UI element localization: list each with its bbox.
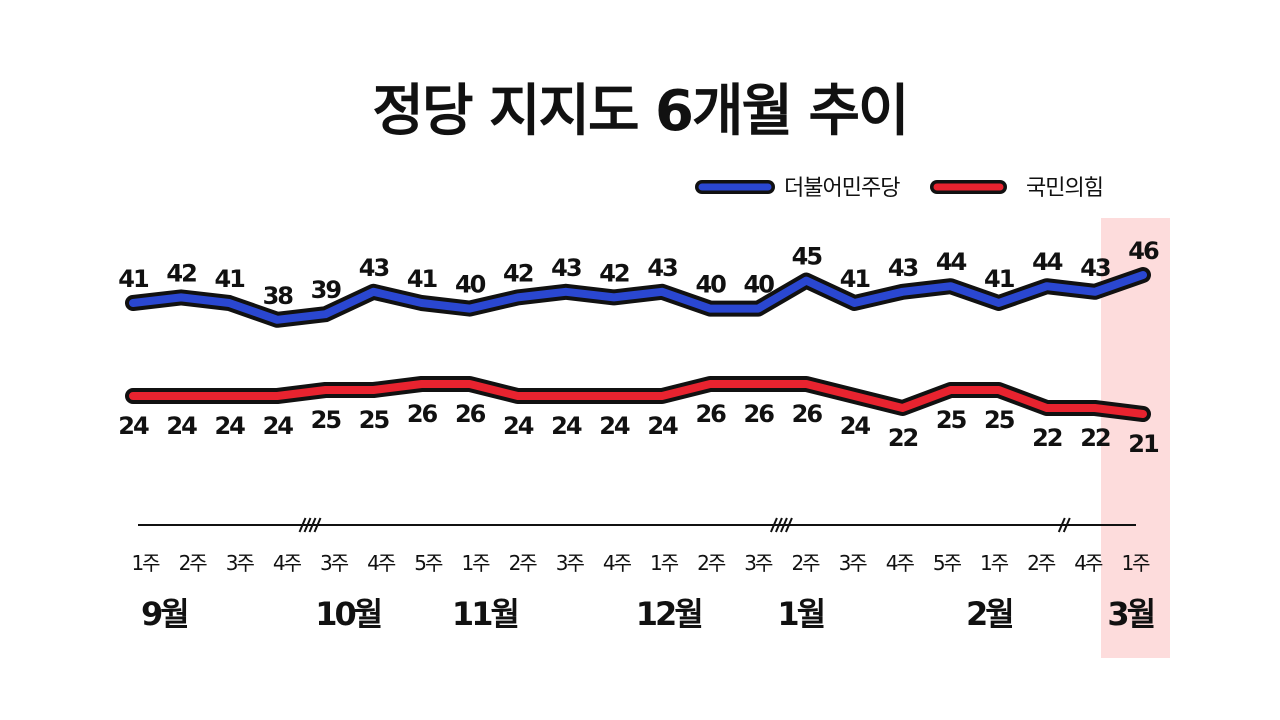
x-tick-label: 4주 [603,551,632,575]
x-tick-label: 4주 [886,551,915,575]
data-label: 26 [695,400,726,428]
x-tick-label: 3주 [320,551,349,575]
data-label: 43 [359,254,389,282]
data-label: 45 [792,243,823,271]
axis-break-mark [775,517,783,533]
data-label: 43 [647,254,677,282]
data-label: 26 [407,400,438,428]
axis-break-mark [313,517,322,533]
data-label: 41 [407,265,438,293]
axis-break-mark [1062,517,1071,533]
axis-break-mark [780,517,788,533]
axis-break-mark [303,517,312,533]
series-line-1 [129,380,1147,418]
x-tick-label: 1주 [461,551,490,575]
x-tick-label: 2주 [697,551,726,575]
axis-break-mark [298,517,307,533]
data-label: 44 [936,248,967,276]
legend-label: 더불어민주당 [784,176,900,201]
data-label: 44 [1032,248,1063,276]
data-label: 26 [792,400,823,428]
data-label: 46 [1128,237,1159,265]
series-line-0 [129,271,1147,324]
x-tick-label: 3주 [226,551,255,575]
x-tick-label: 2주 [791,551,820,575]
data-label: 22 [1080,424,1110,452]
x-tick-label: 1주 [650,551,679,575]
x-tick-label: 4주 [1074,551,1103,575]
data-label: 42 [166,259,196,287]
legend-label: 국민의힘 [1026,176,1103,201]
month-label: 9월 [141,595,187,633]
data-label: 38 [263,282,294,310]
x-tick-label: 4주 [273,551,302,575]
legend: 더불어민주당 국민의힘 [695,176,1104,201]
x-tick-label: 2주 [179,551,208,575]
data-label: 21 [1128,430,1159,458]
data-label: 22 [888,424,918,452]
x-tick-label: 1주 [131,551,160,575]
axis-break-mark [785,517,793,533]
data-label: 24 [599,412,630,440]
data-label: 24 [118,412,149,440]
x-tick-label: 2주 [1027,551,1056,575]
x-tick-label: 2주 [509,551,538,575]
axis-break-mark [770,517,778,533]
data-label: 25 [359,406,390,434]
x-tick-label: 1주 [980,551,1009,575]
data-label: 42 [599,259,629,287]
month-label: 12월 [636,595,702,633]
data-label: 24 [840,412,871,440]
data-label: 40 [455,271,486,299]
data-label: 41 [214,265,245,293]
data-label: 40 [744,271,775,299]
data-label: 39 [311,276,342,304]
data-label: 25 [311,406,342,434]
x-tick-label: 3주 [839,551,868,575]
month-label: 10월 [315,595,381,633]
data-label: 43 [888,254,918,282]
data-label: 43 [551,254,581,282]
data-label: 25 [936,406,967,434]
x-tick-label: 5주 [933,551,962,575]
x-tick-label: 3주 [744,551,773,575]
axis-break-mark [308,517,317,533]
month-label: 3월 [1107,595,1153,633]
data-label: 22 [1032,424,1062,452]
data-label: 24 [503,412,534,440]
data-label: 41 [118,265,149,293]
x-tick-label: 3주 [556,551,585,575]
month-label: 11월 [452,595,518,633]
axis-break-mark [1057,517,1066,533]
chart-title: 정당 지지도 6개월 추이 [372,79,907,144]
data-label: 41 [984,265,1015,293]
data-label: 26 [455,400,486,428]
data-label: 43 [1080,254,1110,282]
data-label: 24 [263,412,294,440]
month-label: 1월 [777,595,823,633]
data-label: 26 [744,400,775,428]
data-label: 41 [840,265,871,293]
x-tick-label: 5주 [414,551,443,575]
data-label: 42 [503,259,533,287]
x-tick-label: 1주 [1121,551,1150,575]
data-label: 40 [695,271,726,299]
data-label: 24 [551,412,582,440]
data-label: 24 [166,412,197,440]
data-label: 24 [647,412,678,440]
month-label: 2월 [966,595,1012,633]
data-label: 24 [214,412,245,440]
data-label: 25 [984,406,1015,434]
x-tick-label: 4주 [367,551,396,575]
